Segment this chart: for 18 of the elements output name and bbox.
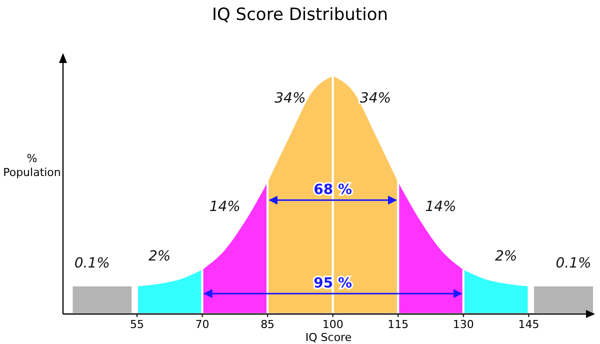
annotation: 34% (360, 90, 392, 106)
x-tick-label: 115 (388, 318, 409, 331)
annotation: 14% (209, 199, 240, 216)
x-tick-label: 145 (518, 318, 540, 331)
x-tick-label: 100 (322, 318, 344, 331)
chart-title: IQ Score Distribution (212, 5, 388, 25)
annotation: 2% (148, 248, 171, 265)
annotation: 2% (494, 248, 518, 265)
x-axis-title: IQ Score (305, 331, 352, 344)
annotation: 14% (425, 199, 456, 216)
x-tick-label: 70 (195, 318, 210, 331)
x-tick-label: 130 (452, 318, 474, 331)
x-tick-label: 85 (260, 318, 275, 331)
annotation: 34% (274, 90, 306, 106)
annotation: 0.1% (556, 255, 592, 272)
annotation: 0.1% (74, 255, 110, 272)
y-axis-title: % Population (3, 152, 61, 179)
x-tick-label: 55 (130, 318, 144, 331)
